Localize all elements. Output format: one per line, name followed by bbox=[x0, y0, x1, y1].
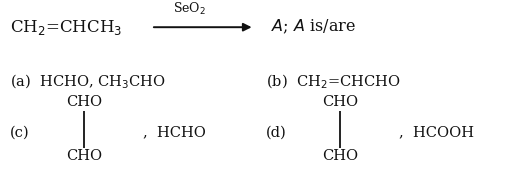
Text: (a)  HCHO, CH$_3$CHO: (a) HCHO, CH$_3$CHO bbox=[10, 72, 166, 91]
Text: ,  HCHO: , HCHO bbox=[143, 126, 206, 140]
Text: (b)  CH$_2$=CHCHO: (b) CH$_2$=CHCHO bbox=[266, 72, 401, 91]
Text: CHO: CHO bbox=[323, 95, 359, 109]
Text: CHO: CHO bbox=[67, 149, 103, 163]
Text: (d): (d) bbox=[266, 126, 287, 140]
Text: CHO: CHO bbox=[323, 149, 359, 163]
Text: ,  HCOOH: , HCOOH bbox=[399, 126, 474, 140]
Text: CH$_2$=CHCH$_3$: CH$_2$=CHCH$_3$ bbox=[10, 18, 122, 37]
Text: (c): (c) bbox=[10, 126, 30, 140]
Text: SeO$_2$: SeO$_2$ bbox=[173, 1, 206, 16]
Text: $A$; $A$ is/are: $A$; $A$ is/are bbox=[271, 18, 356, 36]
Text: CHO: CHO bbox=[67, 95, 103, 109]
